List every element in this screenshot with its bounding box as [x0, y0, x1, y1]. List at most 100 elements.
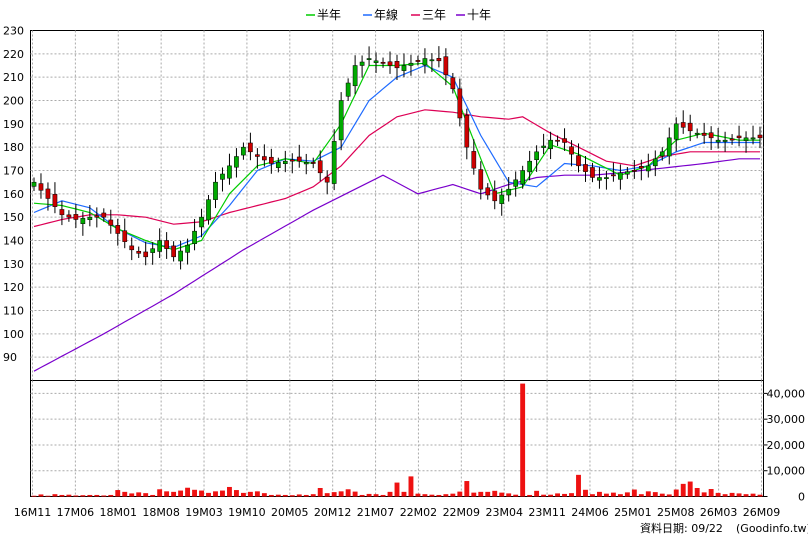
volume-bar [610, 492, 616, 497]
volume-bar [220, 490, 225, 497]
candle-body [220, 173, 225, 180]
candle-body [401, 65, 407, 71]
volume-bars [31, 383, 763, 497]
candle-body [534, 151, 539, 161]
candle-body [268, 156, 274, 164]
x-tick-label: 26M03 [700, 506, 738, 519]
x-axis: 16M11 17M06 18M01 18M08 19M03 19M10 20M05 20M12… [14, 506, 781, 519]
candle-body [548, 139, 553, 150]
candle-body [262, 156, 267, 161]
volume-bar [359, 494, 365, 497]
volume-bar [708, 489, 714, 497]
volume-bar [331, 492, 337, 497]
volume-bar [310, 494, 316, 497]
volume-bar [645, 491, 651, 497]
candle-body [143, 251, 149, 258]
price-panel [30, 30, 764, 381]
volume-tick-label: 40,000 [767, 387, 806, 400]
candle-body [317, 160, 323, 174]
volume-bar [541, 494, 547, 497]
candle-body [415, 60, 421, 62]
volume-bar [597, 491, 602, 497]
volume-bar [101, 495, 107, 497]
legend: 半年 年線 三年 十年 [306, 7, 491, 22]
candle-body [555, 139, 560, 142]
ma-ten-year-line [33, 158, 760, 372]
candle-body [108, 219, 114, 226]
candle-body [206, 199, 211, 221]
volume-bar [603, 493, 609, 497]
candle-body [506, 188, 512, 196]
volume-bar [680, 483, 686, 497]
candle-body [94, 215, 100, 218]
volume-bar [387, 491, 393, 497]
price-tick-label: 180 [3, 141, 24, 154]
volume-bar [436, 494, 442, 497]
x-tick-label: 23M04 [485, 506, 523, 519]
candle-body [638, 166, 644, 169]
candle-body [296, 156, 302, 162]
volume-bar [254, 491, 260, 497]
volume-bar [213, 491, 218, 497]
volume-bar [687, 481, 693, 497]
volume-bar [562, 493, 567, 497]
candle-body [150, 248, 156, 253]
x-tick-label: 18M08 [142, 506, 180, 519]
volume-tick-label: 30,000 [767, 413, 806, 426]
candle-body [464, 114, 470, 148]
volume-bar [80, 495, 86, 497]
volume-bar [443, 494, 449, 497]
candle-body [380, 61, 386, 64]
x-tick-label: 23M11 [528, 506, 566, 519]
legend-label-three-year: 三年 [422, 8, 446, 22]
candle-body [366, 58, 372, 60]
candle-body [31, 181, 37, 187]
price-tick-label: 200 [3, 95, 24, 108]
x-tick-label: 19M03 [185, 506, 223, 519]
candle-body [750, 137, 756, 140]
volume-bar [366, 493, 372, 497]
x-tick-label: 19M10 [228, 506, 266, 519]
candle-body [757, 134, 763, 139]
candle-body [282, 160, 288, 164]
volume-tick-label: 20,000 [767, 439, 806, 452]
candle-body [338, 100, 344, 141]
x-tick-label: 17M06 [57, 506, 95, 519]
x-tick-label: 25M01 [614, 506, 652, 519]
candle-body [429, 59, 435, 62]
x-tick-label: 25M08 [657, 506, 695, 519]
candle-body [583, 164, 588, 172]
volume-bar [736, 493, 742, 497]
volume-panel [30, 380, 764, 497]
price-tick-label: 220 [3, 48, 24, 61]
candle-body [352, 65, 358, 87]
volume-bar [590, 494, 595, 497]
candle-body [576, 155, 581, 167]
candle-body [541, 145, 546, 148]
candle-body [569, 146, 574, 155]
candle-body [618, 172, 623, 180]
volume-bar [617, 494, 623, 497]
candle-body [331, 141, 337, 184]
candle-body [87, 216, 93, 220]
volume-bar [464, 481, 470, 497]
volume-bar [136, 492, 142, 497]
candle-body [289, 159, 295, 162]
volume-bar [694, 487, 700, 497]
candle-body [199, 216, 204, 228]
candle-body [45, 188, 51, 199]
volume-bar [338, 491, 344, 497]
volume-bar [143, 493, 149, 497]
candle-body [213, 181, 218, 200]
candle-body [499, 194, 505, 204]
legend-label-half-year: 半年 [317, 8, 341, 22]
volume-bar [555, 493, 561, 497]
candle-body [513, 179, 519, 187]
volume-bar [282, 494, 288, 497]
volume-bar [576, 474, 581, 497]
x-tick-label: 20M12 [314, 506, 352, 519]
candle-body [611, 174, 616, 177]
volume-tick-label: 10,000 [767, 465, 806, 478]
volume-bar [415, 493, 421, 497]
candle-body [164, 240, 169, 249]
